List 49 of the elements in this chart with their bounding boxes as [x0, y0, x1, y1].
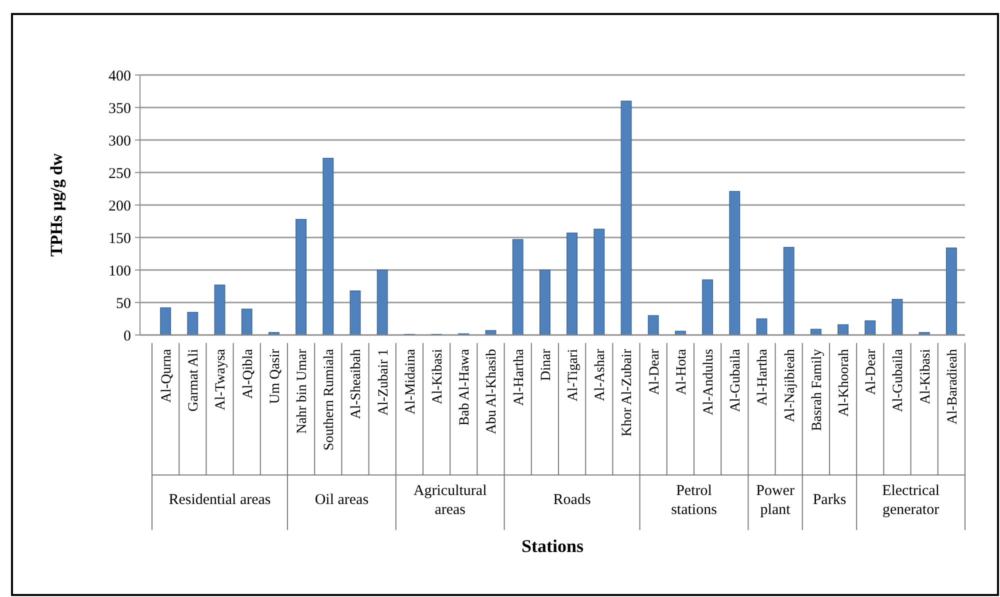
y-tick-label: 350	[108, 100, 131, 117]
x-tick-label: Abu Al-Khasib	[484, 349, 500, 434]
x-tick-label: Khor Al-Zubair	[620, 348, 636, 436]
x-tick-label: Al-Ashar	[593, 348, 608, 402]
text: Agricultural areas	[413, 483, 487, 518]
x-tick-label: Dinar	[538, 348, 554, 381]
x-tick-label: Um Qasir	[268, 348, 283, 404]
x-tick-label: Al-Qurna	[159, 348, 174, 403]
x-tick-label: Al-Najibieah	[782, 349, 798, 422]
x-tick-label: Al-Kibasi	[918, 348, 934, 404]
x-tick-label: Al-Twaysa	[214, 348, 229, 410]
y-axis-title: TPHs µg/g dw	[47, 152, 66, 257]
x-tick-label: Al-Baradieah	[945, 349, 960, 424]
x-tick-label: Al-Dear	[864, 348, 880, 395]
x-tick-label: Al-Zubair 1	[376, 349, 392, 416]
y-tick-label: 200	[108, 198, 131, 214]
y-tick-label: 150	[108, 230, 131, 247]
text: Petrol stations	[671, 483, 718, 518]
y-tick-label: 50	[116, 296, 131, 312]
text: Oil areas	[314, 492, 369, 508]
y-tick-label: 0	[124, 328, 131, 344]
x-tick-label: Al-Hartha	[756, 348, 771, 406]
text: Electrical generator	[882, 483, 940, 518]
x-tick-label: Al-Dear	[647, 348, 662, 395]
x-tick-label: Al-Tigari	[566, 348, 581, 402]
x-tick-label: Al-Sheaibah	[349, 349, 364, 419]
x-axis-title: Stations	[521, 536, 584, 556]
x-tick-label: Al-Andulus	[701, 349, 716, 416]
x-tick-label: Garmat Ali	[186, 348, 202, 412]
y-tick-label: 250	[108, 166, 131, 182]
x-tick-label: Al-Gubaila	[891, 348, 906, 412]
text: Roads	[553, 492, 591, 508]
x-tick-label: Al-Qibla	[240, 348, 256, 399]
x-tick-label: Al-Midaina	[403, 348, 418, 414]
text: Power plant	[756, 483, 794, 518]
x-tick-label: Al-Hota	[674, 348, 690, 395]
x-tick-label: Al-Gubaila	[728, 348, 744, 412]
x-tick-label: Al-Kibasi	[430, 348, 446, 404]
y-tick-label: 400	[108, 68, 131, 84]
x-tick-label: Nahr bin Umar	[294, 348, 310, 434]
text: Parks	[812, 492, 846, 508]
x-tick-label: Al-Khoorah	[836, 349, 852, 417]
text: Residential areas	[168, 492, 271, 508]
x-tick-label: Southern Rumiala	[322, 348, 338, 450]
x-tick-label: Al-Hartha	[512, 348, 527, 406]
x-tick-label: Bab Al-Hawa	[458, 348, 473, 426]
y-tick-label: 300	[108, 133, 131, 150]
y-tick-label: 100	[108, 263, 131, 280]
x-tick-label: Basrah Family	[810, 349, 825, 432]
